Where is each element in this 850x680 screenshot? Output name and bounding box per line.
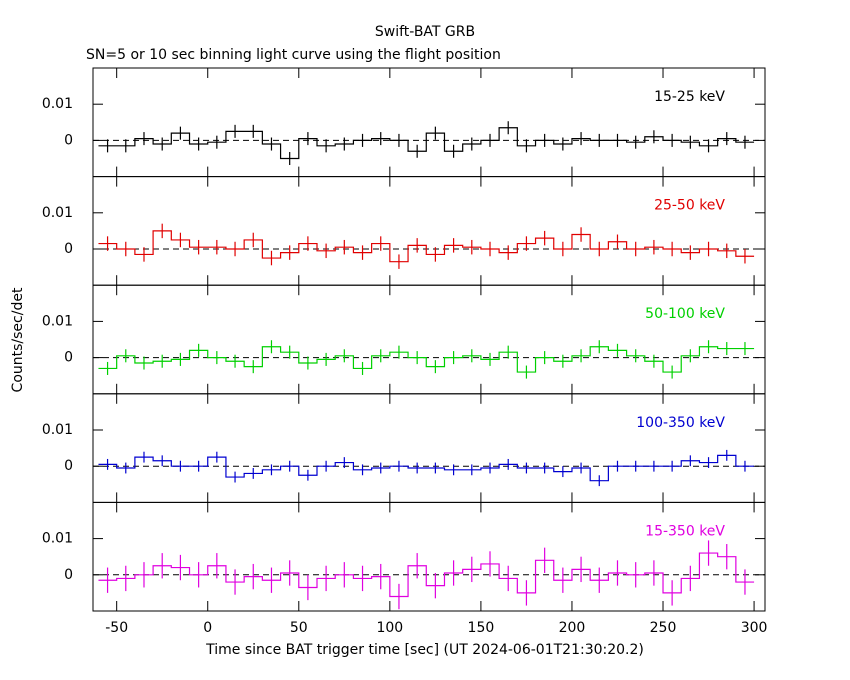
panel-label: 15-350 keV xyxy=(645,523,725,539)
x-tick-label: 100 xyxy=(376,620,403,636)
panel-frame xyxy=(92,284,766,395)
chart-subtitle: SN=5 or 10 sec binning light curve using… xyxy=(86,47,501,63)
y-tick-label: 0.01 xyxy=(42,205,73,221)
panel-label: 25-50 keV xyxy=(654,198,725,214)
panel-frame xyxy=(92,501,766,612)
y-tick-label: 0 xyxy=(64,567,73,583)
y-tick-label: 0 xyxy=(64,350,73,366)
x-tick-label: -50 xyxy=(105,620,128,636)
y-tick-label: 0 xyxy=(64,241,73,257)
x-tick-label: 150 xyxy=(468,620,495,636)
panel-frame xyxy=(92,67,766,178)
step-line xyxy=(98,454,755,482)
step-line xyxy=(98,552,755,598)
y-tick-label: 0.01 xyxy=(42,96,73,112)
x-tick-label: 0 xyxy=(203,620,212,636)
x-axis-label: Time since BAT trigger time [sec] (UT 20… xyxy=(205,642,644,658)
panel-label: 100-350 keV xyxy=(636,415,725,431)
y-tick-label: 0.01 xyxy=(42,422,73,438)
y-axis-label: Counts/sec/det xyxy=(10,287,26,392)
step-line xyxy=(98,346,755,373)
panel-label: 15-25 keV xyxy=(654,89,725,105)
panel-label: 50-100 keV xyxy=(645,306,725,322)
step-line xyxy=(98,230,755,263)
y-tick-label: 0.01 xyxy=(42,313,73,329)
step-line xyxy=(98,127,755,160)
y-tick-label: 0 xyxy=(64,458,73,474)
x-tick-label: 200 xyxy=(559,620,586,636)
y-tick-label: 0 xyxy=(64,132,73,148)
x-tick-label: 250 xyxy=(650,620,677,636)
x-tick-label: 50 xyxy=(290,620,308,636)
panel-frame xyxy=(92,393,766,503)
chart-title: Swift-BAT GRB xyxy=(375,24,475,40)
y-tick-label: 0.01 xyxy=(42,531,73,547)
x-tick-label: 300 xyxy=(741,620,768,636)
panel-frame xyxy=(92,176,766,286)
